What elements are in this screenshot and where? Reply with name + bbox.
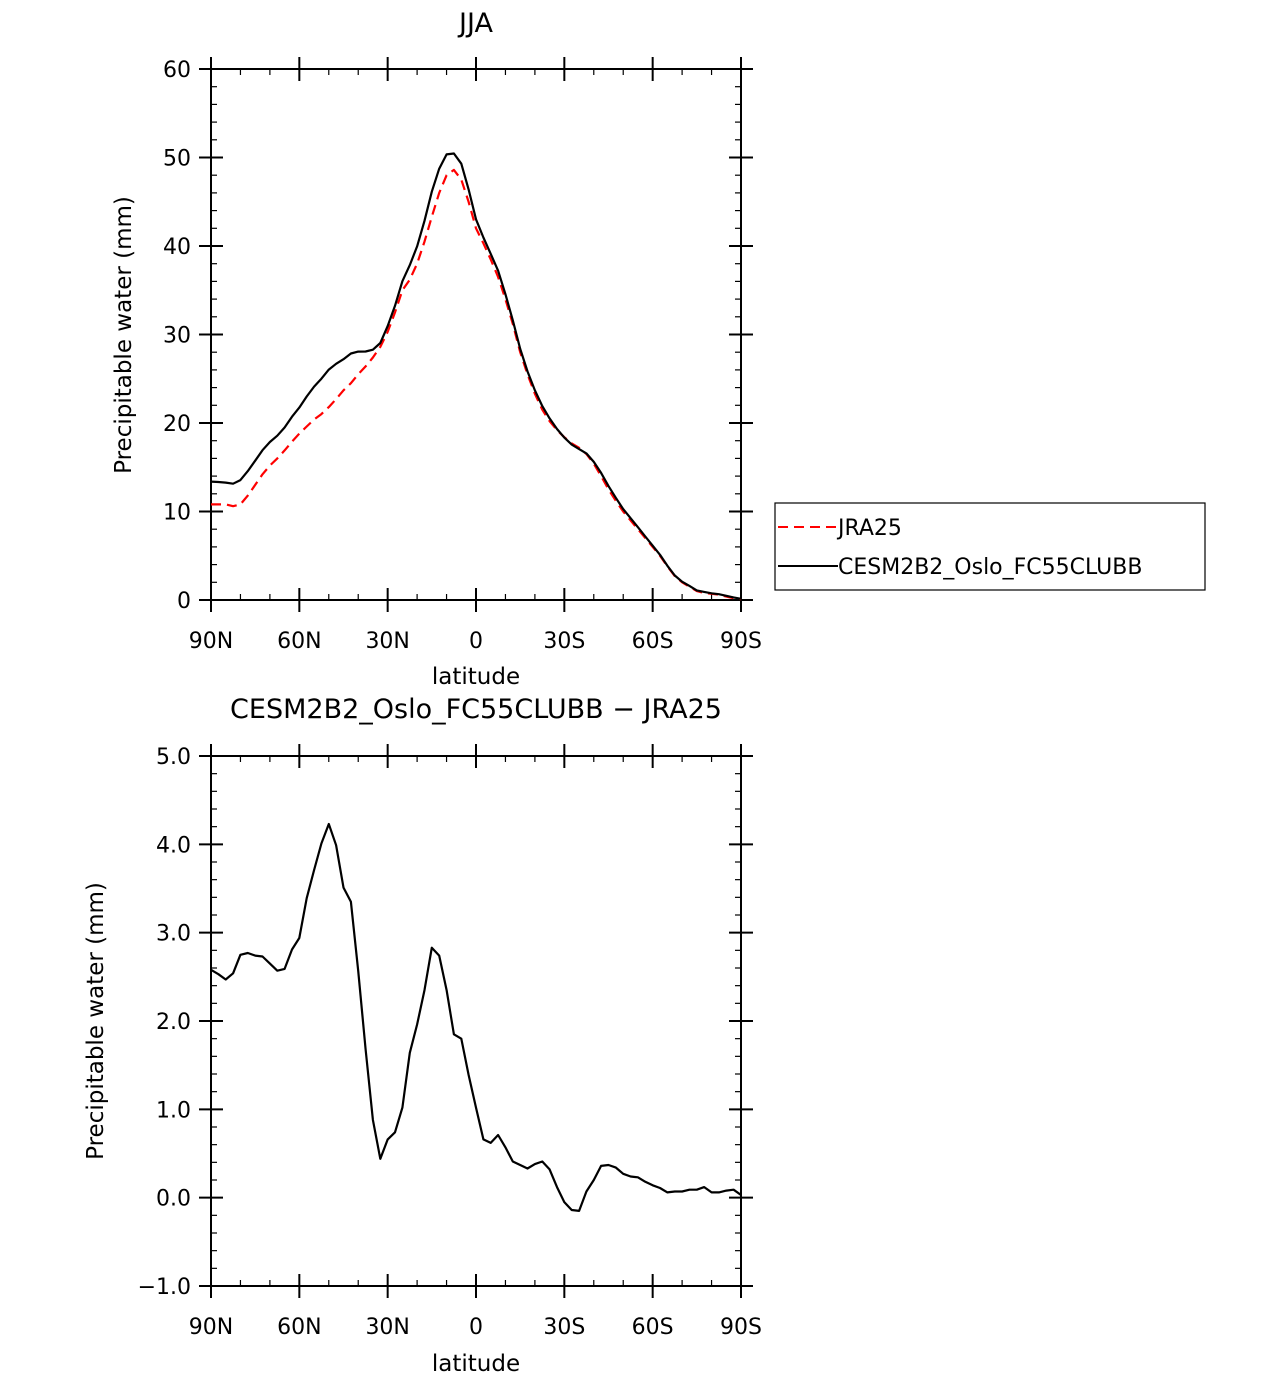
x-tick-label: 0: [469, 629, 483, 654]
bottom-panel: CESM2B2_Oslo_FC55CLUBB − JRA25 latitude …: [83, 694, 762, 1377]
y-tick-label: −1.0: [138, 1275, 191, 1300]
y-tick-label: 50: [163, 147, 191, 172]
y-tick-label: 40: [163, 235, 191, 260]
series-line-cesm2b2-oslo-fc55clubb: [210, 152, 742, 600]
x-tick-label: 90S: [720, 1315, 762, 1340]
y-tick-label: 10: [163, 501, 191, 526]
legend: JRA25 CESM2B2_Oslo_FC55CLUBB: [774, 502, 1206, 591]
bottom-xlabel: latitude: [432, 1351, 520, 1377]
plot-frame: [210, 68, 742, 601]
bottom-plot-area: −1.0 0.0 1.0 2.0 3.0 4.0 5.0 90N 60N 30N 0 30S 60S 90…: [138, 744, 762, 1340]
x-tick-label: 30S: [543, 1315, 585, 1340]
bottom-title: CESM2B2_Oslo_FC55CLUBB − JRA25: [230, 694, 722, 725]
x-tick-label: 30S: [543, 629, 585, 654]
y-tick-label: 20: [163, 412, 191, 437]
top-title: JJA: [457, 8, 493, 39]
plot-frame: [210, 755, 742, 1287]
legend-label-cesm: CESM2B2_Oslo_FC55CLUBB: [838, 555, 1142, 580]
x-tick-label: 90S: [720, 629, 762, 654]
x-tick-label: 0: [469, 1315, 483, 1340]
x-tick-label: 60N: [277, 629, 321, 654]
x-tick-label: 60N: [277, 1315, 321, 1340]
x-tick-label: 90N: [189, 629, 233, 654]
y-tick-label: 2.0: [156, 1010, 191, 1035]
y-tick-label: 30: [163, 324, 191, 349]
y-tick-label: 0.0: [156, 1187, 191, 1212]
x-tick-label: 60S: [632, 1315, 674, 1340]
top-panel: JJA latitude Precipitable water (mm) 0 10…: [111, 8, 762, 690]
top-ylabel: Precipitable water (mm): [111, 196, 137, 474]
series-line-difference: [210, 822, 742, 1213]
y-tick-label: 1.0: [156, 1098, 191, 1123]
x-tick-label: 30N: [365, 1315, 409, 1340]
bottom-ylabel: Precipitable water (mm): [83, 882, 109, 1160]
y-tick-label: 60: [163, 58, 191, 83]
y-tick-label: 3.0: [156, 922, 191, 947]
y-tick-label: 4.0: [156, 833, 191, 858]
top-xlabel: latitude: [432, 664, 520, 690]
x-tick-label: 90N: [189, 1315, 233, 1340]
legend-box: [774, 502, 1206, 591]
top-plot-area: 0 10 20 30 40 50 60 90N 60N 30N 0 30S 60S 90S: [163, 57, 762, 654]
y-tick-label: 0: [177, 589, 191, 614]
x-tick-label: 30N: [365, 629, 409, 654]
series-line-jra25: [211, 168, 742, 601]
x-tick-label: 60S: [632, 629, 674, 654]
y-tick-label: 5.0: [156, 745, 191, 770]
legend-label-jra25: JRA25: [836, 516, 902, 541]
